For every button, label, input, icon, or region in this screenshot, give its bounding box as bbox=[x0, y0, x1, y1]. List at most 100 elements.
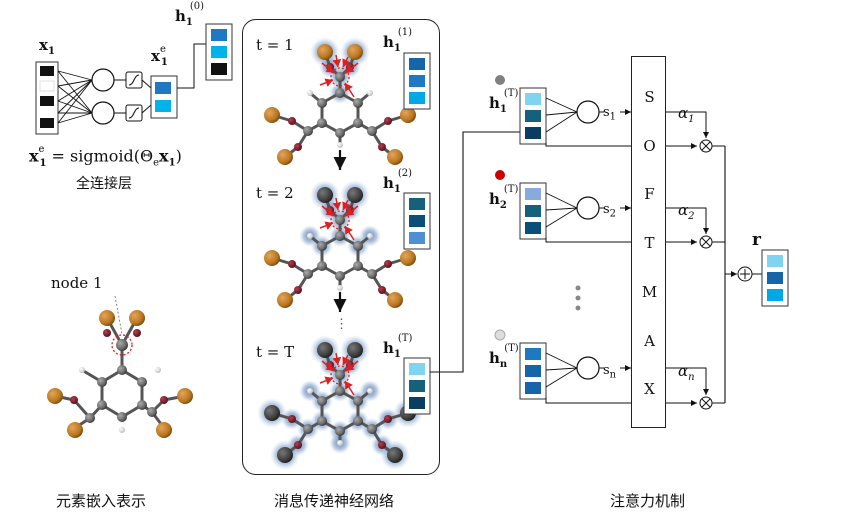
value-line bbox=[545, 142, 697, 149]
atom bbox=[294, 143, 302, 151]
x1e-to-h0-line bbox=[177, 43, 206, 89]
sn-label: sn bbox=[603, 363, 617, 381]
atom bbox=[303, 424, 313, 434]
atom bbox=[335, 88, 345, 98]
message-arrow bbox=[344, 380, 355, 396]
atom bbox=[367, 233, 373, 239]
atom bbox=[337, 142, 343, 148]
h1-step2-vector bbox=[403, 192, 431, 250]
atom bbox=[317, 241, 327, 251]
r-label: r bbox=[752, 230, 761, 250]
message-arrow bbox=[344, 82, 355, 98]
score-line bbox=[545, 111, 578, 133]
atom bbox=[307, 90, 313, 96]
atom bbox=[317, 98, 327, 108]
atom bbox=[400, 107, 416, 123]
message-arrow bbox=[321, 360, 335, 372]
h1-step1-vector-cell bbox=[409, 58, 425, 70]
hT-vector-2-cell bbox=[525, 205, 541, 217]
atom bbox=[303, 126, 313, 136]
h0-vector-cell bbox=[211, 46, 227, 58]
softmax-letter: T bbox=[644, 234, 655, 252]
atom bbox=[378, 143, 386, 151]
x1-vector-cell bbox=[40, 96, 54, 106]
softmax-label: S O F T M A X bbox=[632, 57, 667, 429]
atom bbox=[347, 187, 363, 203]
h1-stepT-vector-cell bbox=[409, 363, 425, 375]
node1-atom bbox=[116, 339, 128, 351]
softmax-letter: A bbox=[644, 331, 655, 350]
hT-vector-1 bbox=[519, 87, 547, 145]
atom bbox=[367, 424, 377, 434]
molecule-step bbox=[264, 180, 416, 308]
atom bbox=[277, 292, 293, 308]
atom bbox=[317, 44, 333, 60]
hT-to-attention-line bbox=[430, 131, 520, 373]
atom bbox=[264, 250, 280, 266]
h0-vector-cell bbox=[211, 29, 227, 41]
score-line bbox=[545, 367, 578, 388]
multiply-icon bbox=[699, 396, 713, 410]
r-vector-cell bbox=[767, 272, 783, 284]
alpha2-label: α2 bbox=[678, 201, 695, 222]
fc-connections bbox=[57, 70, 93, 124]
h0-label: h1(0) bbox=[175, 1, 205, 28]
h1-step1-vector-cell bbox=[409, 75, 425, 87]
message-arrow bbox=[345, 360, 359, 372]
atom bbox=[335, 386, 345, 396]
score-line bbox=[545, 111, 578, 116]
molecule-node1 bbox=[47, 295, 193, 438]
atom bbox=[378, 286, 386, 294]
node1-label: node 1 bbox=[51, 274, 103, 292]
softmax-letter: S bbox=[644, 87, 655, 106]
atom bbox=[335, 370, 345, 380]
atom bbox=[384, 415, 392, 423]
fc-neuron bbox=[91, 68, 115, 92]
alpha-line bbox=[666, 367, 709, 395]
atom bbox=[303, 269, 313, 279]
embedding-section bbox=[35, 23, 233, 438]
message-arrow bbox=[342, 199, 351, 211]
atom bbox=[307, 388, 313, 394]
step-tT-label: t = T bbox=[256, 343, 295, 361]
atom-indicator-dot bbox=[494, 329, 506, 341]
message-arrow bbox=[321, 62, 335, 74]
x1e-vector-cell bbox=[155, 82, 171, 94]
h0-vector-cell bbox=[211, 63, 227, 75]
softmax-letter: O bbox=[643, 136, 656, 155]
atom bbox=[317, 396, 327, 406]
atom bbox=[335, 231, 345, 241]
atom bbox=[353, 98, 363, 108]
sigmoid-icon bbox=[125, 104, 143, 122]
h1-step1-label: h1(1) bbox=[383, 27, 413, 54]
atom bbox=[294, 441, 302, 449]
message-arrow bbox=[342, 56, 351, 68]
s2-label: s2 bbox=[603, 202, 617, 220]
hT-vector-3-cell bbox=[525, 348, 541, 360]
atom bbox=[264, 405, 280, 421]
score-neuron bbox=[576, 100, 600, 124]
ellipsis-dot bbox=[575, 295, 581, 301]
fc-neuron bbox=[91, 101, 115, 125]
atom bbox=[384, 260, 392, 268]
h1-stepT-label: h1(T) bbox=[383, 333, 413, 360]
focus-node bbox=[330, 67, 350, 87]
atom bbox=[400, 250, 416, 266]
embedding-caption: 元素嵌入表示 bbox=[56, 492, 147, 510]
alpha-line bbox=[666, 207, 709, 234]
message-passing-panel bbox=[242, 19, 440, 475]
atom bbox=[288, 260, 296, 268]
atom bbox=[353, 416, 363, 426]
attention-section bbox=[430, 75, 789, 410]
softmax-box: S O F T M A X bbox=[631, 56, 666, 428]
softmax-letter: M bbox=[641, 282, 658, 301]
r-vector-cell bbox=[767, 255, 783, 267]
h2T-label: h2(T) bbox=[489, 184, 519, 211]
ellipsis-dot bbox=[575, 305, 581, 311]
message-arrow bbox=[319, 376, 334, 385]
message-arrow bbox=[342, 354, 351, 366]
atom bbox=[337, 285, 343, 291]
hT-vector-3-cell bbox=[525, 365, 541, 377]
score-neuron bbox=[576, 356, 600, 380]
molecule-step bbox=[264, 37, 416, 165]
